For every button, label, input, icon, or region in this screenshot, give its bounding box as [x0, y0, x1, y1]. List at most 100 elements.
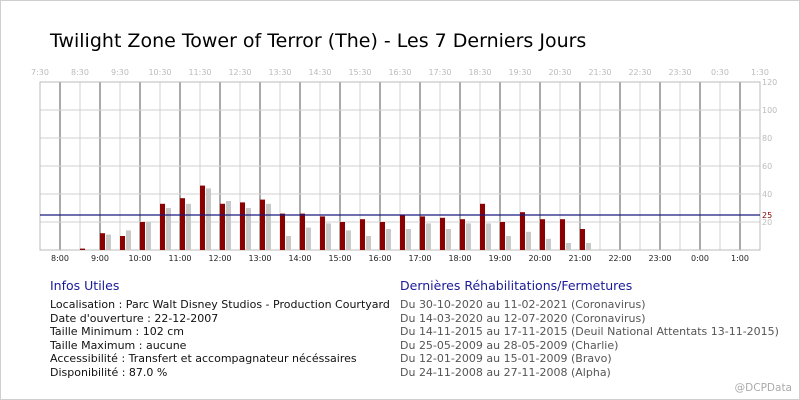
rehab-item: Du 14-11-2015 au 17-11-2015 (Deuil Natio…	[400, 325, 779, 339]
bar-series-2	[326, 223, 331, 250]
bar-series-2	[166, 208, 171, 250]
reference-label: 25	[762, 211, 772, 220]
bar-series-2	[246, 208, 251, 250]
x-tick-top: 15:30	[348, 68, 371, 77]
x-tick-bottom: 17:00	[408, 254, 431, 263]
rehab-item: Du 30-10-2020 au 11-02-2021 (Coronavirus…	[400, 298, 646, 311]
x-tick-top: 10:30	[148, 68, 171, 77]
bar-series-2	[126, 230, 131, 250]
bar-series-2	[346, 230, 351, 250]
x-tick-bottom: 22:00	[608, 254, 631, 263]
rehab-list: Du 30-10-2020 au 11-02-2021 (Coronavirus…	[400, 298, 779, 380]
bar-series-1	[340, 222, 345, 250]
rehab-item: Du 14-03-2020 au 12-07-2020 (Coronavirus…	[400, 311, 646, 325]
bar-series-2	[506, 236, 511, 250]
bar-series-1	[220, 203, 225, 250]
bar-series-1	[300, 213, 305, 250]
x-tick-bottom: 13:00	[248, 254, 271, 263]
info-location: Localisation : Parc Walt Disney Studios …	[50, 298, 390, 311]
x-tick-top: 18:30	[468, 68, 491, 77]
bar-series-1	[320, 216, 325, 250]
y-tick: 40	[762, 190, 772, 199]
bar-series-2	[466, 223, 471, 250]
x-tick-bottom: 23:00	[648, 254, 671, 263]
bar-series-2	[106, 234, 111, 250]
bar-series-2	[366, 236, 371, 250]
bar-series-1	[100, 233, 105, 250]
rehab-item: Du 24-11-2008 au 27-11-2008 (Alpha)	[400, 365, 611, 379]
y-tick: 120	[762, 78, 777, 87]
y-tick: 20	[762, 218, 772, 227]
x-tick-bottom: 12:00	[208, 254, 231, 263]
bar-series-1	[380, 222, 385, 250]
x-tick-top: 1:30	[751, 68, 769, 77]
x-tick-bottom: 19:00	[488, 254, 511, 263]
x-tick-bottom: 0:00	[691, 254, 709, 263]
x-tick-top: 16:30	[388, 68, 411, 77]
bar-series-2	[526, 231, 531, 250]
x-tick-top: 19:30	[508, 68, 531, 77]
x-tick-bottom: 11:00	[168, 254, 191, 263]
bar-series-1	[580, 229, 585, 250]
x-tick-bottom: 14:00	[288, 254, 311, 263]
bar-series-2	[586, 243, 591, 250]
bar-series-1	[280, 213, 285, 250]
bar-series-1	[560, 219, 565, 250]
bar-series-2	[206, 188, 211, 250]
x-tick-top: 12:30	[228, 68, 251, 77]
credit-label: @DCPData	[734, 382, 792, 394]
y-tick: 60	[762, 162, 772, 171]
rehab-item: Du 12-01-2009 au 15-01-2009 (Bravo)	[400, 352, 612, 366]
x-tick-bottom: 18:00	[448, 254, 471, 263]
x-tick-bottom: 16:00	[368, 254, 391, 263]
infos-heading: Infos Utiles	[50, 278, 120, 293]
info-min-height: Taille Minimum : 102 cm	[50, 325, 185, 339]
bar-series-2	[286, 236, 291, 250]
infos-list: Localisation : Parc Walt Disney Studios …	[50, 298, 390, 380]
bar-series-2	[186, 203, 191, 250]
x-tick-bottom: 9:00	[91, 254, 109, 263]
x-tick-top: 9:30	[111, 68, 129, 77]
bar-series-1	[180, 198, 185, 250]
bar-series-1	[80, 248, 85, 250]
tick-labels: 7:30 8:30 9:30 10:30 11:30 12:30 13:30 14:30 15:…	[31, 68, 777, 263]
y-tick: 100	[762, 106, 777, 115]
bar-series-1	[400, 215, 405, 250]
x-tick-top: 0:30	[711, 68, 729, 77]
x-tick-top: 22:30	[628, 68, 651, 77]
x-tick-bottom: 10:00	[128, 254, 151, 263]
info-opening-date: Date d'ouverture : 22-12-2007	[50, 311, 219, 325]
bar-series-2	[406, 229, 411, 250]
bar-series-2	[566, 243, 571, 250]
x-tick-top: 13:30	[268, 68, 291, 77]
bar-series-1	[460, 219, 465, 250]
bar-series-1	[240, 202, 245, 250]
x-tick-top: 17:30	[428, 68, 451, 77]
bar-series-2	[386, 229, 391, 250]
chart-title: Twilight Zone Tower of Terror (The) - Le…	[50, 30, 587, 52]
info-max-height: Taille Maximum : aucune	[50, 338, 187, 352]
bar-series-2	[426, 223, 431, 250]
info-availability: Disponibilité : 87.0 %	[50, 365, 168, 379]
x-tick-bottom: 21:00	[568, 254, 591, 263]
rehab-item: Du 25-05-2009 au 28-05-2009 (Charlie)	[400, 338, 619, 352]
bar-series-2	[486, 223, 491, 250]
info-accessibility: Accessibilité : Transfert et accompagnat…	[50, 352, 357, 366]
bar-series-1	[160, 203, 165, 250]
x-tick-bottom: 1:00	[731, 254, 749, 263]
bar-series-1	[360, 219, 365, 250]
x-tick-bottom: 20:00	[528, 254, 551, 263]
x-tick-top: 7:30	[31, 68, 49, 77]
bar-series-1	[540, 219, 545, 250]
bar-series-2	[266, 203, 271, 250]
bar-series-1	[200, 185, 205, 250]
bar-series-1	[260, 199, 265, 250]
x-tick-top: 21:30	[588, 68, 611, 77]
bar-series-1	[120, 236, 125, 250]
bar-series-2	[306, 227, 311, 250]
x-tick-top: 20:30	[548, 68, 571, 77]
x-tick-top: 23:30	[668, 68, 691, 77]
bar-series-1	[480, 203, 485, 250]
bars	[80, 185, 591, 250]
